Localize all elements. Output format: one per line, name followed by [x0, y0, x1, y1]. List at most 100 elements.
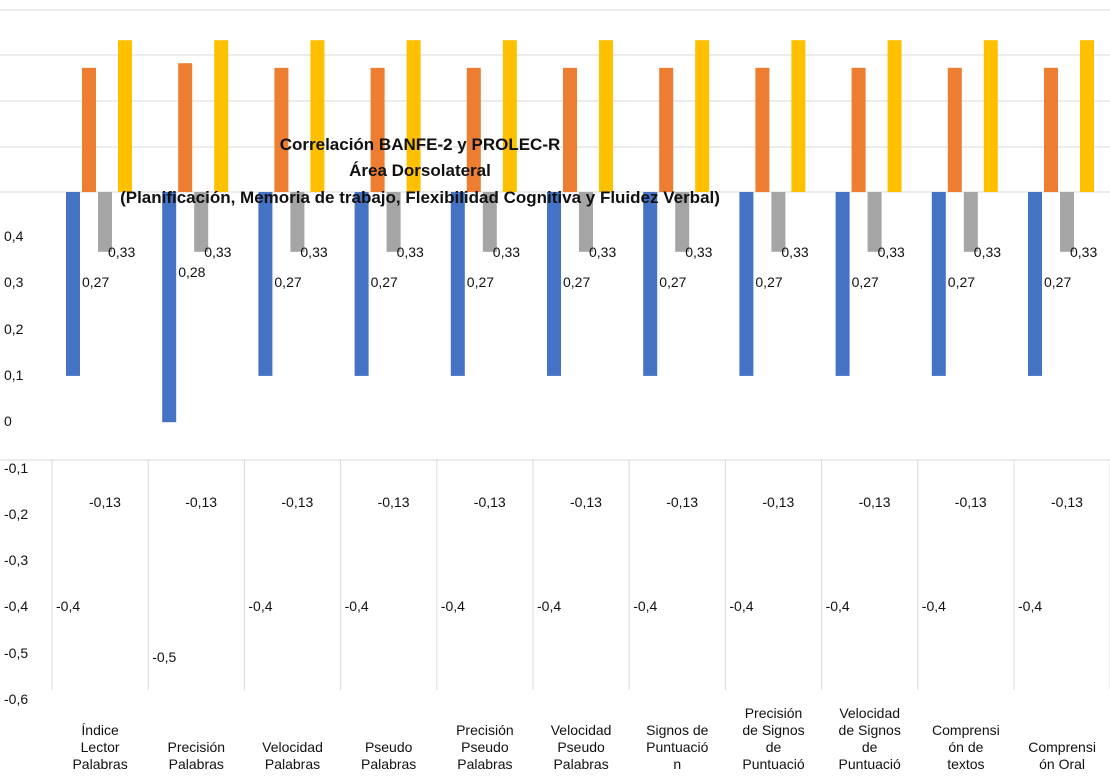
data-label-series-1: -0,4 — [537, 598, 562, 615]
data-label-series-3: -0,13 — [281, 494, 314, 510]
data-label-series-1: -0,4 — [56, 598, 81, 615]
bar-series-4 — [406, 40, 421, 193]
data-label-series-3: -0,13 — [954, 494, 987, 510]
data-label-series-3: -0,13 — [473, 494, 506, 510]
bar-series-1 — [258, 192, 273, 376]
x-tick-label: Precisión de Signos de Puntuació — [742, 705, 805, 772]
y-tick-label: 0,4 — [4, 228, 24, 244]
y-tick-label: -0,4 — [4, 598, 29, 615]
bar-series-2 — [1044, 67, 1058, 192]
bar-series-2 — [755, 67, 770, 192]
bar-series-2 — [82, 67, 96, 192]
data-label-series-2: 0,27 — [82, 274, 110, 290]
data-label-series-1: -0,4 — [633, 598, 658, 615]
data-label-series-2: 0,28 — [178, 264, 206, 280]
bar-series-3 — [98, 192, 112, 252]
bar-series-4 — [695, 40, 710, 193]
x-tick-label: Precisión Palabras — [167, 739, 226, 772]
data-label-series-1: -0,4 — [825, 598, 850, 615]
bar-series-2 — [178, 63, 193, 193]
bar-series-3 — [579, 192, 593, 252]
bar-series-3 — [867, 192, 882, 252]
data-label-series-3: -0,13 — [89, 494, 121, 510]
bar-series-3 — [771, 192, 786, 252]
data-label-series-4: 0,33 — [300, 244, 328, 260]
bar-series-2 — [466, 67, 481, 192]
x-tick-label: Velocidad Palabras — [262, 739, 323, 772]
data-label-series-2: 0,27 — [851, 274, 879, 290]
bar-series-3 — [194, 192, 209, 252]
data-label-series-1: -0,4 — [344, 598, 369, 615]
bar-series-2 — [947, 67, 962, 192]
bar-series-4 — [118, 40, 132, 193]
y-tick-label: 0,2 — [4, 320, 24, 337]
bar-series-3 — [675, 192, 690, 252]
data-label-series-4: 0,33 — [1070, 244, 1098, 260]
data-label-series-3: -0,13 — [666, 494, 699, 510]
data-label-series-4: 0,33 — [108, 244, 136, 260]
bar-series-4 — [310, 40, 325, 193]
chart-title-line-2: Área Dorsolateral — [349, 161, 491, 180]
x-tick-label: Índice Lector Palabras — [72, 722, 128, 772]
x-tick-label: Signos de Puntuació n — [646, 722, 709, 772]
data-label-series-2: 0,27 — [466, 274, 495, 290]
bar-series-1 — [739, 192, 754, 376]
x-tick-label: Precisión Pseudo Palabras — [456, 722, 514, 772]
bar-series-1 — [547, 192, 561, 376]
data-label-series-4: 0,33 — [589, 244, 617, 260]
bar-series-1 — [66, 192, 80, 376]
data-label-series-3: -0,13 — [185, 494, 218, 510]
data-label-series-1: -0,4 — [921, 598, 946, 615]
bar-series-2 — [851, 67, 866, 192]
bar-series-1 — [931, 192, 946, 376]
bars — [66, 40, 1094, 423]
bar-series-1 — [354, 192, 369, 376]
y-tick-label: 0,1 — [4, 366, 24, 383]
data-label-series-2: 0,27 — [947, 274, 976, 290]
y-tick-label: -0,2 — [4, 505, 29, 522]
bar-series-2 — [370, 67, 385, 192]
data-label-series-2: 0,27 — [1044, 274, 1072, 290]
bar-series-4 — [214, 40, 229, 193]
chart-title-line-3: (Planificación, Memoria de trabajo, Flex… — [120, 188, 720, 207]
x-tick-label: Comprensi ón de textos — [932, 722, 1000, 772]
bar-series-4 — [502, 40, 517, 193]
data-label-series-1: -0,4 — [440, 598, 465, 615]
data-label-series-1: -0,4 — [729, 598, 754, 615]
bar-series-2 — [563, 67, 577, 192]
bar-series-1 — [835, 192, 850, 376]
y-tick-label: 0,3 — [4, 274, 24, 291]
bar-series-2 — [274, 67, 289, 192]
data-label-series-4: 0,33 — [877, 244, 905, 260]
data-label-series-2: 0,27 — [370, 274, 398, 290]
data-label-series-3: -0,13 — [570, 494, 602, 510]
data-label-series-1: -0,4 — [1018, 598, 1043, 615]
y-tick-label: -0,6 — [4, 691, 29, 707]
bar-series-4 — [1080, 40, 1094, 193]
data-label-series-4: 0,33 — [204, 244, 232, 260]
data-label-series-3: -0,13 — [1051, 494, 1083, 510]
bar-series-1 — [162, 192, 177, 423]
data-label-series-2: 0,27 — [659, 274, 687, 290]
data-label-series-3: -0,13 — [377, 494, 410, 510]
data-label-series-2: 0,27 — [755, 274, 783, 290]
data-label-series-3: -0,13 — [858, 494, 891, 510]
bar-series-3 — [963, 192, 978, 252]
x-tick-label: Velocidad Pseudo Palabras — [550, 722, 612, 772]
bar-series-4 — [983, 40, 998, 193]
y-tick-label: 0 — [4, 413, 12, 430]
bar-series-4 — [887, 40, 902, 193]
y-tick-label: -0,1 — [4, 459, 29, 476]
bar-series-4 — [599, 40, 613, 193]
bar-series-1 — [450, 192, 465, 376]
chart-title-line-1: Correlación BANFE-2 y PROLEC-R — [279, 135, 561, 154]
data-label-series-1: -0,4 — [248, 598, 273, 615]
bar-series-2 — [659, 67, 674, 192]
y-tick-label: -0,3 — [4, 552, 29, 569]
bar-series-1 — [643, 192, 658, 376]
bar-series-3 — [482, 192, 497, 252]
data-label-series-3: -0,13 — [762, 494, 795, 510]
data-label-series-4: 0,33 — [781, 244, 809, 260]
data-label-series-1: -0,5 — [152, 648, 177, 665]
